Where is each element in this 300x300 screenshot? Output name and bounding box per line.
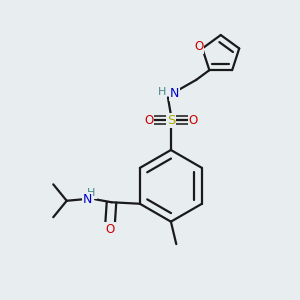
Text: O: O [105, 223, 115, 236]
Text: O: O [194, 40, 203, 53]
Text: H: H [87, 188, 96, 198]
Text: O: O [189, 114, 198, 127]
Text: H: H [158, 87, 166, 97]
Text: O: O [144, 114, 153, 127]
Text: S: S [167, 114, 175, 127]
Text: N: N [82, 193, 92, 206]
Text: N: N [170, 87, 179, 100]
